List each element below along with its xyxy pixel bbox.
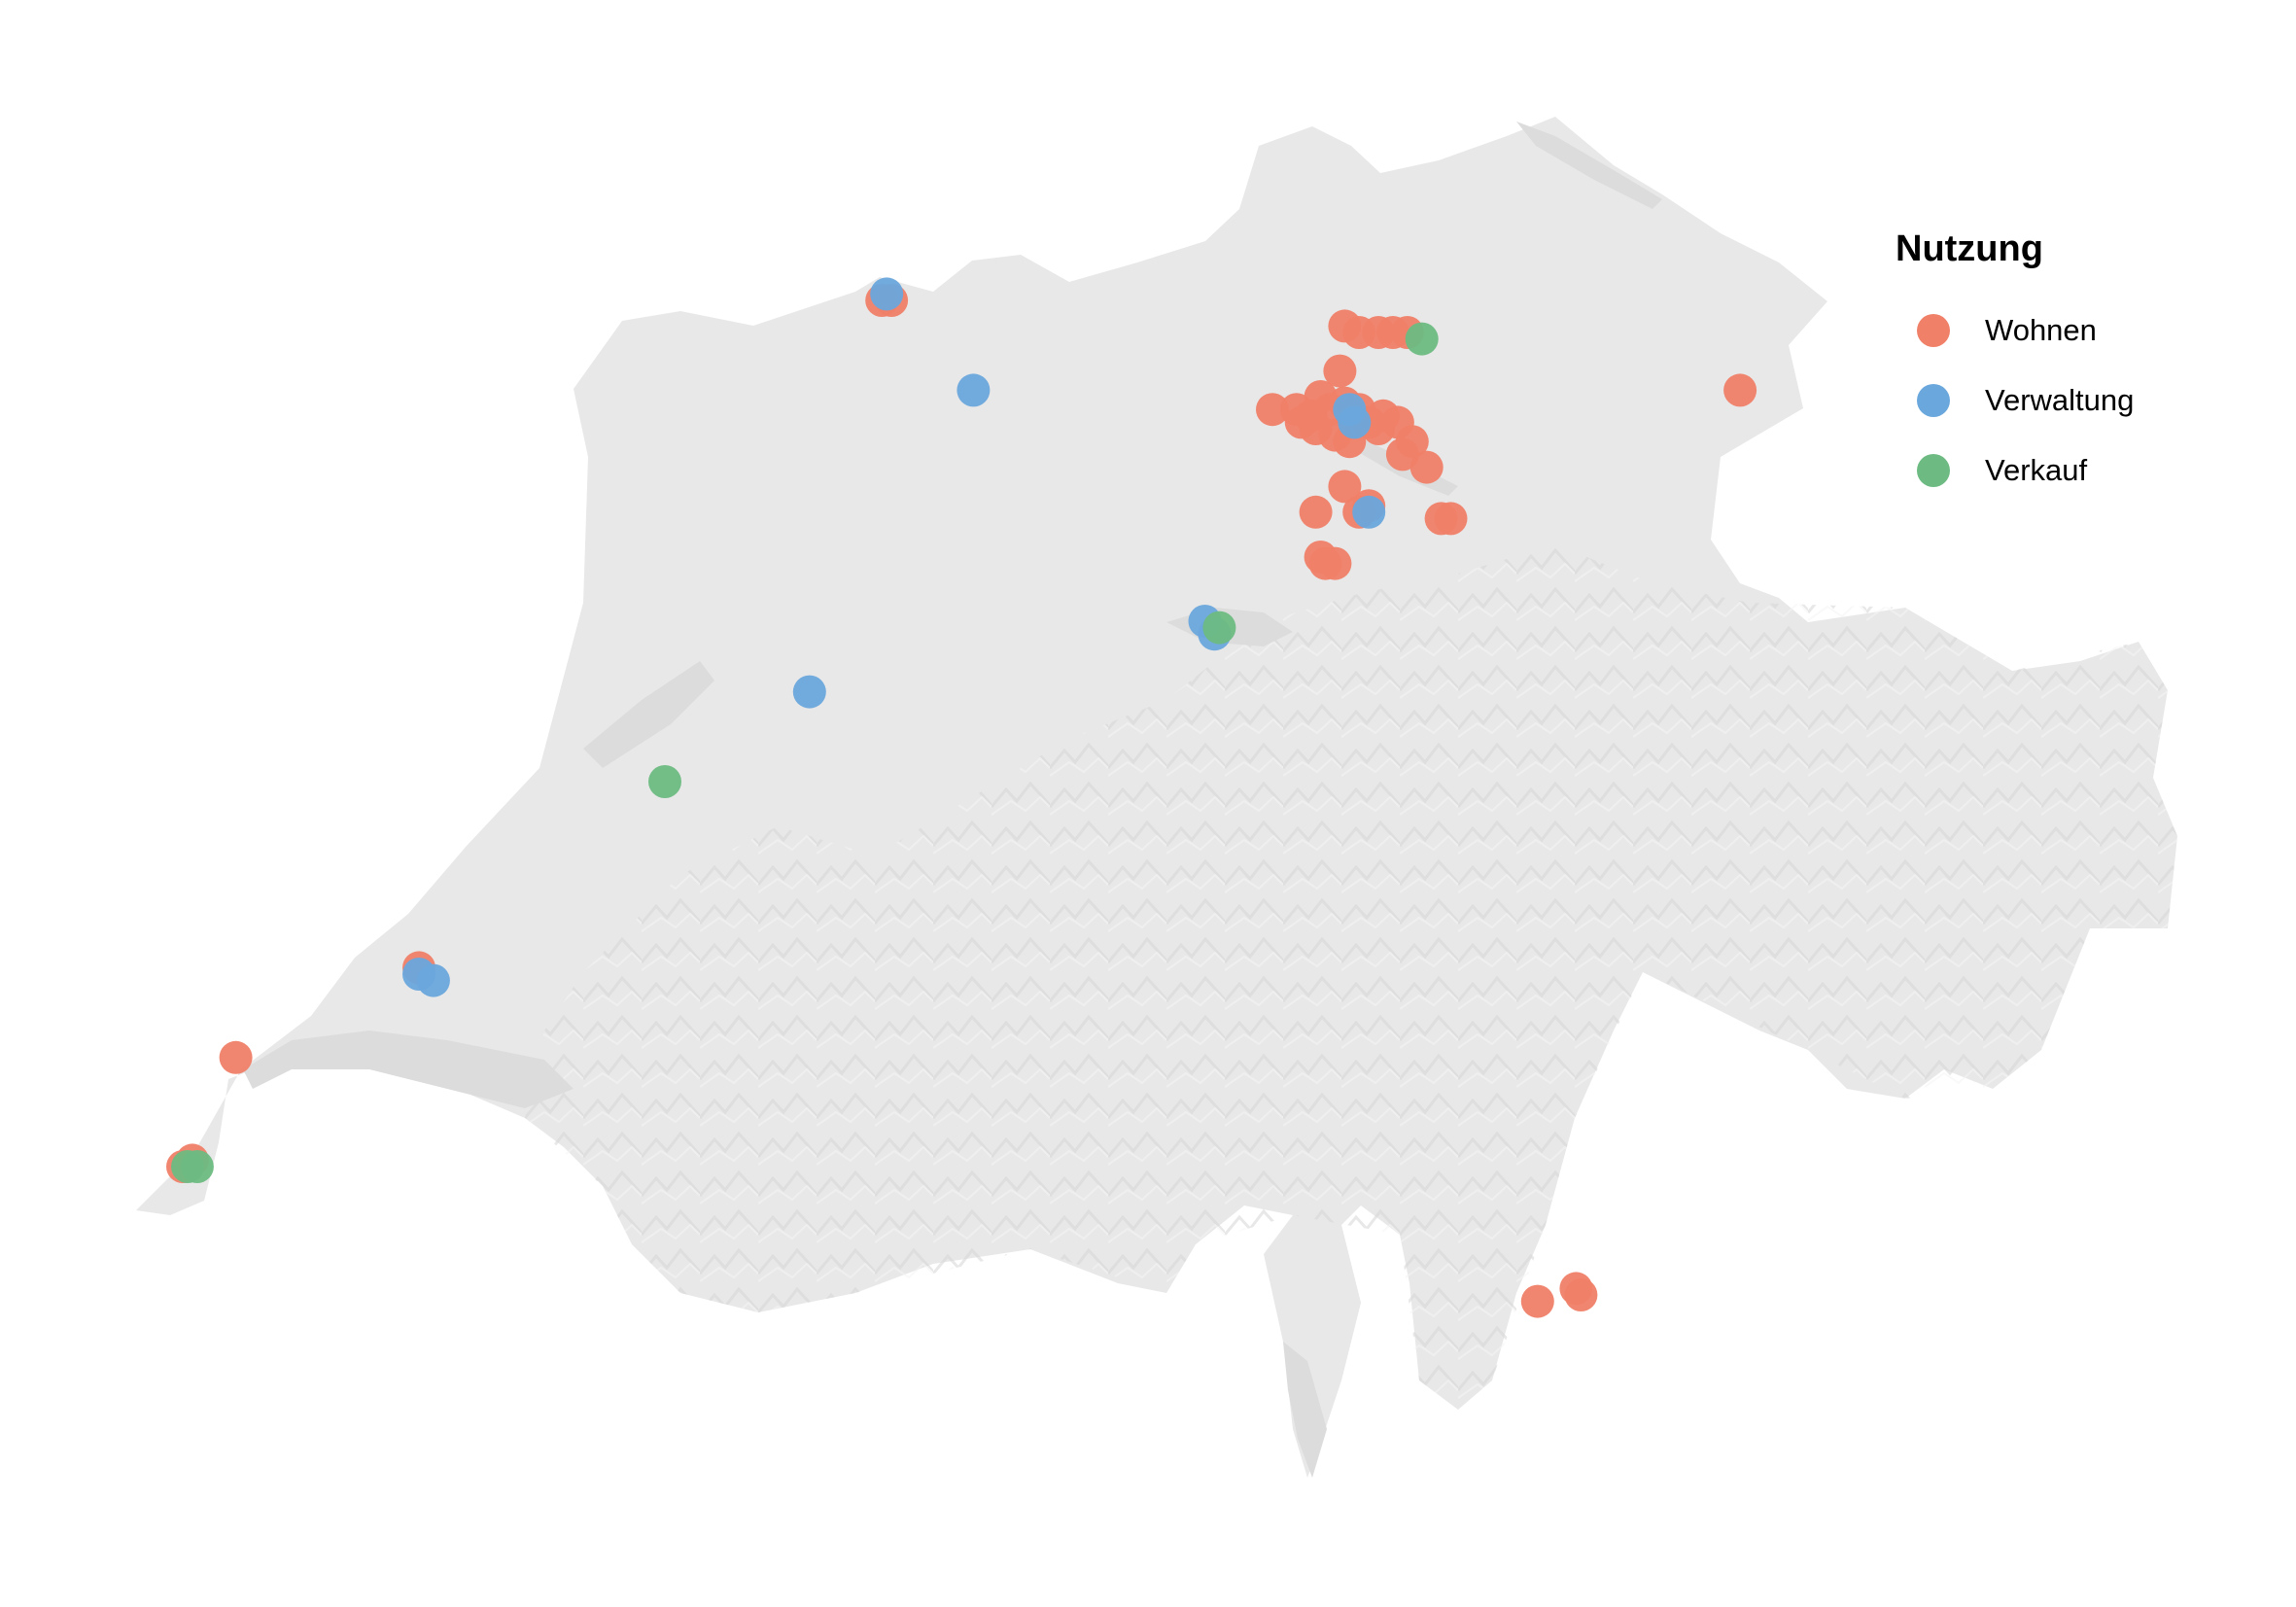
alpine-relief (525, 544, 2177, 1410)
legend-item-verwaltung: Verwaltung (1896, 366, 2134, 436)
point-wohnen (1256, 393, 1289, 427)
point-wohnen (1564, 1278, 1598, 1311)
legend-title: Nutzung (1896, 228, 2043, 269)
lake-constance (1516, 122, 1662, 209)
legend-label-wohnen: Wohnen (1985, 313, 2097, 347)
lake-neuchatel (583, 661, 714, 768)
points-layer (166, 277, 1757, 1318)
legend-item-wohnen: Wohnen (1896, 296, 2134, 366)
point-wohnen (1520, 1284, 1554, 1318)
point-verkauf (180, 1150, 214, 1183)
point-verwaltung (870, 277, 904, 311)
point-verwaltung (1352, 495, 1386, 529)
legend-item-verkauf: Verkauf (1896, 436, 2134, 506)
lake-geneva (243, 1031, 574, 1108)
lake-maggiore (1283, 1342, 1327, 1478)
legend-key-wohnen (1917, 314, 1950, 347)
legend-key-verwaltung (1917, 384, 1950, 417)
point-wohnen (1323, 354, 1357, 388)
point-verkauf (1202, 611, 1236, 645)
point-verwaltung (416, 963, 450, 997)
point-wohnen (1308, 546, 1342, 580)
point-wohnen (1723, 373, 1757, 407)
point-verkauf (1405, 322, 1439, 356)
legend: Nutzung Wohnen Verwaltung Verkauf (1896, 228, 2134, 506)
point-wohnen (1434, 502, 1468, 536)
legend-label-verwaltung: Verwaltung (1985, 383, 2135, 417)
point-wohnen (219, 1040, 253, 1074)
point-verwaltung (1338, 405, 1372, 439)
point-wohnen (1328, 470, 1362, 504)
point-wohnen (1299, 495, 1333, 529)
point-verwaltung (957, 373, 991, 407)
point-wohnen (1409, 450, 1444, 484)
point-verkauf (648, 765, 681, 798)
legend-label-verkauf: Verkauf (1985, 453, 2088, 487)
legend-key-verkauf (1917, 454, 1950, 487)
point-verwaltung (792, 675, 826, 709)
